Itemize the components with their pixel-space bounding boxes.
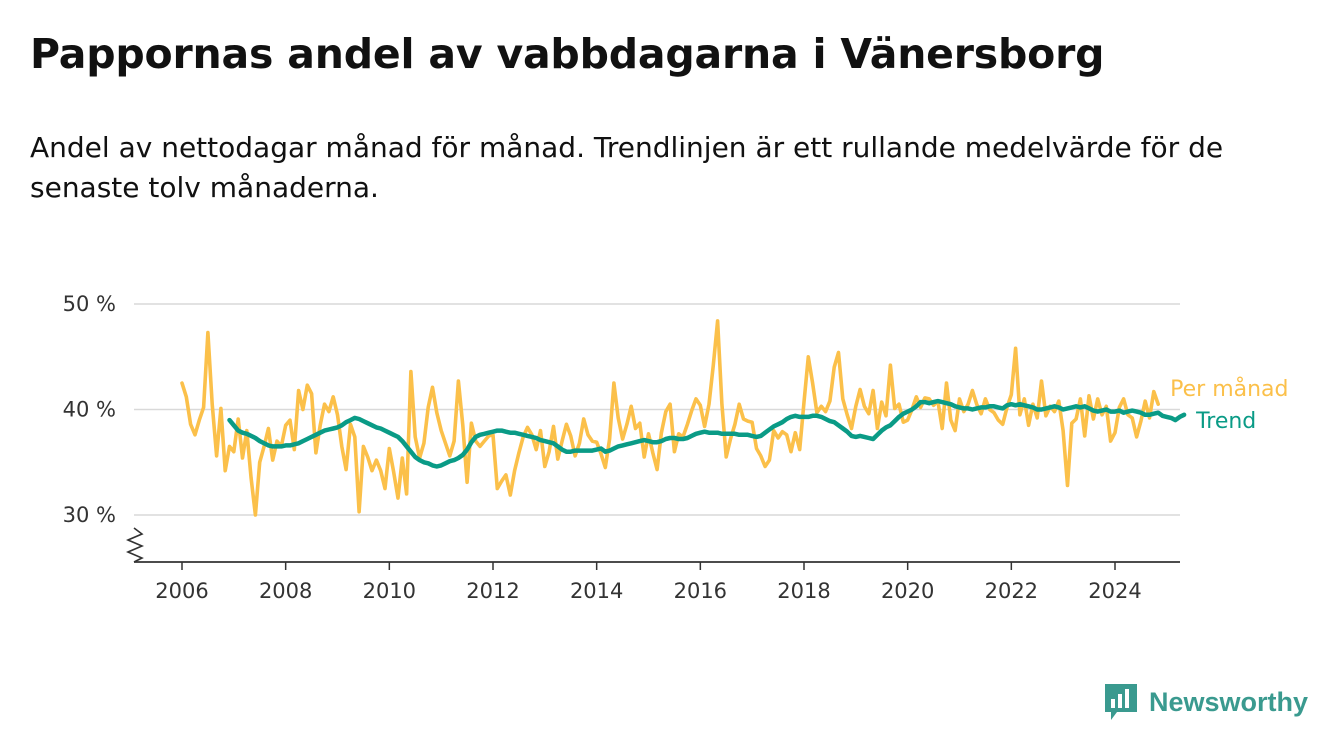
x-tick-label: 2006 — [155, 579, 208, 603]
newsworthy-logo-icon — [1105, 684, 1137, 720]
series-labels: Per månad Trend — [1170, 376, 1288, 434]
y-tick-label: 50 % — [63, 292, 116, 316]
x-tick-label: 2024 — [1088, 579, 1141, 603]
x-tick-label: 2012 — [466, 579, 519, 603]
brand-logo: Newsworthy — [1103, 682, 1308, 722]
x-tick-label: 2014 — [570, 579, 623, 603]
y-tick-label: 30 % — [63, 503, 116, 527]
series-line-trend — [227, 398, 1187, 469]
y-tick-label: 40 % — [63, 398, 116, 422]
x-axis — [125, 527, 1180, 563]
x-tick-label: 2018 — [777, 579, 830, 603]
x-tick-label: 2020 — [881, 579, 934, 603]
series-line-monthly — [180, 319, 1160, 517]
series-label-monthly: Per månad — [1170, 376, 1288, 402]
x-axis-ticks: 2006 2008 2010 2012 2014 2016 2018 2020 2022 2024 — [155, 562, 1142, 603]
series-lines — [180, 319, 1187, 517]
series-label-trend: Trend — [1195, 409, 1256, 434]
x-tick-label: 2010 — [363, 579, 416, 603]
axis-break-icon — [125, 527, 145, 563]
page-subtitle: Andel av nettodagar månad för månad. Tre… — [30, 131, 1224, 204]
y-axis-ticks: 30 % 40 % 50 % — [63, 292, 116, 527]
brand-name: Newsworthy — [1149, 686, 1309, 717]
x-tick-label: 2008 — [259, 579, 312, 603]
x-tick-label: 2022 — [985, 579, 1038, 603]
page-title: Pappornas andel av vabbdagarna i Vänersb… — [30, 30, 1105, 78]
x-tick-label: 2016 — [674, 579, 727, 603]
